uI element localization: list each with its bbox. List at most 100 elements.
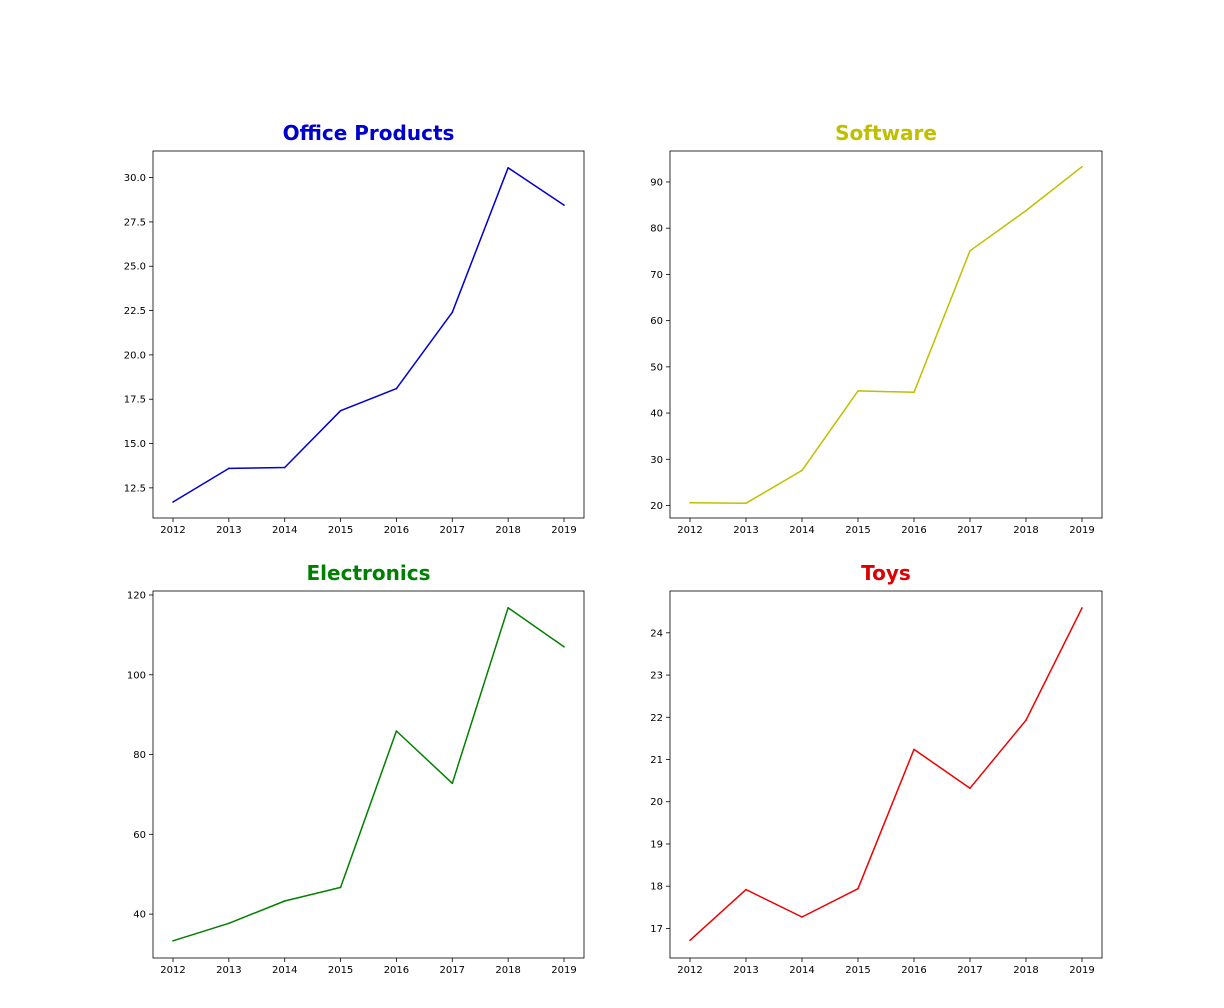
plot-frame (669, 590, 1103, 959)
data-point (283, 900, 286, 902)
data-point (228, 467, 230, 470)
x-tick-label: 2018 (495, 525, 520, 536)
x-tick-label: 2019 (1069, 525, 1094, 536)
x-tick-label: 2016 (901, 525, 926, 536)
plot-frame (669, 150, 1103, 519)
data-point (801, 469, 803, 472)
data-point (451, 311, 454, 314)
y-tick-label: 90 (650, 177, 663, 188)
data-point (857, 887, 859, 890)
data-point (563, 204, 565, 206)
data-point (283, 466, 286, 469)
y-tick-label: 18 (650, 882, 663, 893)
data-point (451, 782, 454, 785)
data-point (172, 940, 174, 942)
x-tick-label: 2012 (160, 965, 185, 976)
x-tick-label: 2019 (551, 965, 576, 976)
y-tick-label: 17.5 (124, 395, 146, 406)
y-tick-label: 60 (133, 830, 146, 841)
x-tick-label: 2015 (845, 965, 870, 976)
chart-panel-2: Electronics 2012 2013 2014 2015 2016 2017 2018 2… (127, 561, 585, 976)
data-point (1081, 165, 1083, 168)
data-point (801, 916, 803, 918)
plot-frame (152, 150, 585, 519)
y-tick-label: 15.0 (124, 439, 146, 450)
y-tick-label: 50 (650, 362, 663, 373)
y-tick-label: 40 (133, 910, 146, 921)
x-tick-label: 2014 (272, 965, 297, 976)
x-tick-label: 2015 (328, 525, 353, 536)
y-tick-label: 60 (650, 316, 663, 327)
x-tick-label: 2017 (440, 965, 465, 976)
x-tick-label: 2012 (677, 965, 702, 976)
y-tick-label: 70 (650, 270, 663, 281)
series-line (172, 607, 565, 942)
data-point (395, 387, 398, 390)
y-tick-label: 23 (650, 671, 663, 682)
x-tick-label: 2018 (495, 965, 520, 976)
x-tick-label: 2012 (160, 525, 185, 536)
x-tick-label: 2013 (733, 965, 758, 976)
y-tick-label: 17 (650, 924, 663, 935)
data-point (857, 390, 859, 392)
data-point (1025, 209, 1027, 212)
x-tick-label: 2015 (328, 965, 353, 976)
data-point (913, 391, 915, 394)
x-tick-label: 2017 (440, 525, 465, 536)
y-tick-label: 20 (650, 797, 663, 808)
y-tick-label: 25.0 (124, 262, 146, 273)
data-point (1081, 607, 1083, 609)
y-tick-label: 21 (650, 755, 663, 766)
x-tick-label: 2018 (1013, 525, 1038, 536)
y-tick-label: 30.0 (124, 173, 146, 184)
data-point (339, 886, 342, 889)
chart-title: Office Products (283, 121, 455, 145)
x-tick-label: 2017 (957, 525, 982, 536)
data-point (507, 606, 509, 609)
data-point (689, 939, 691, 942)
x-tick-label: 2019 (551, 525, 576, 536)
y-tick-label: 80 (133, 750, 146, 761)
x-tick-label: 2013 (216, 965, 241, 976)
data-point (745, 502, 747, 505)
x-tick-label: 2018 (1013, 965, 1038, 976)
y-tick-label: 100 (127, 670, 146, 681)
y-tick-label: 30 (650, 455, 663, 466)
series-line (172, 167, 565, 503)
x-tick-label: 2014 (272, 525, 297, 536)
chart-title: Electronics (307, 561, 431, 585)
data-point (228, 922, 230, 925)
chart-title: Toys (861, 561, 911, 585)
y-tick-label: 20 (650, 501, 663, 512)
y-tick-label: 20.0 (124, 350, 146, 361)
data-point (969, 787, 971, 790)
x-tick-label: 2016 (384, 965, 409, 976)
x-tick-label: 2014 (789, 965, 814, 976)
x-tick-label: 2017 (957, 965, 982, 976)
x-tick-label: 2013 (733, 525, 758, 536)
x-tick-label: 2015 (845, 525, 870, 536)
x-tick-label: 2019 (1069, 965, 1094, 976)
data-point (395, 730, 398, 732)
y-tick-label: 19 (650, 839, 663, 850)
data-point (339, 409, 342, 412)
data-point (689, 501, 691, 504)
y-tick-label: 80 (650, 224, 663, 235)
x-tick-label: 2014 (789, 525, 814, 536)
y-tick-label: 27.5 (124, 217, 146, 228)
chart-panel-0: Office Products 2012 2013 2014 2015 2016 2017 2… (124, 121, 585, 536)
x-tick-label: 2016 (901, 965, 926, 976)
data-point (913, 748, 915, 751)
data-point (969, 250, 971, 252)
y-tick-label: 22.5 (124, 306, 146, 317)
series-line (689, 166, 1083, 504)
chart-title: Software (835, 121, 937, 145)
data-point (172, 501, 174, 503)
series-line (689, 607, 1083, 941)
data-point (507, 167, 509, 169)
y-tick-label: 12.5 (124, 483, 146, 494)
x-tick-label: 2013 (216, 525, 241, 536)
y-tick-label: 120 (127, 590, 146, 601)
